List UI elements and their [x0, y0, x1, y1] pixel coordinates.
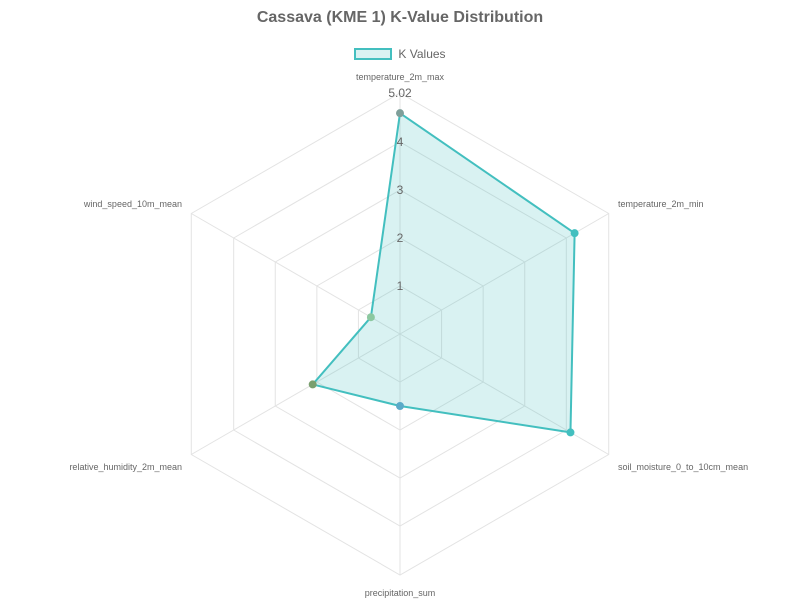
data-point-relative_humidity_2m_mean	[308, 380, 317, 389]
data-point-soil_moisture_0_to_10cm_mean	[566, 428, 575, 437]
axis-label-soil_moisture_0_to_10cm_mean: soil_moisture_0_to_10cm_mean	[618, 462, 748, 472]
data-point-temperature_2m_max	[396, 109, 404, 118]
data-point-temperature_2m_min	[570, 229, 579, 238]
legend[interactable]: K Values	[0, 47, 800, 61]
data-point-precipitation_sum	[396, 402, 404, 411]
radar-ticks: 1 2 3 4 5.02	[388, 86, 412, 293]
spoke-soil_moisture_0_to_10cm_mean	[399, 333, 609, 455]
tick-label-4: 4	[397, 135, 404, 149]
radar-series	[308, 109, 579, 437]
axis-label-wind_speed_10m_mean: wind_speed_10m_mean	[83, 199, 182, 209]
tick-label-2: 2	[397, 231, 404, 245]
data-point-wind_speed_10m_mean	[366, 313, 375, 322]
axis-label-temperature_2m_max: temperature_2m_max	[356, 72, 445, 82]
tick-label-3: 3	[397, 183, 404, 197]
spoke-wind_speed_10m_mean	[191, 213, 401, 335]
chart-title: Cassava (KME 1) K-Value Distribution	[256, 9, 544, 26]
spoke-relative_humidity_2m_mean	[191, 333, 401, 455]
axis-label-temperature_2m_min: temperature_2m_min	[618, 199, 704, 209]
legend-swatch	[354, 48, 393, 60]
axis-label-precipitation_sum: precipitation_sum	[365, 588, 436, 598]
tick-label-1: 1	[397, 279, 404, 293]
radar-axis-labels: temperature_2m_max temperature_2m_minsoil…	[69, 72, 748, 598]
series-area-0	[311, 112, 576, 434]
tick-label-5: 5.02	[388, 86, 412, 100]
legend-label: K Values	[398, 47, 446, 61]
axis-label-relative_humidity_2m_mean: relative_humidity_2m_mean	[69, 462, 182, 472]
